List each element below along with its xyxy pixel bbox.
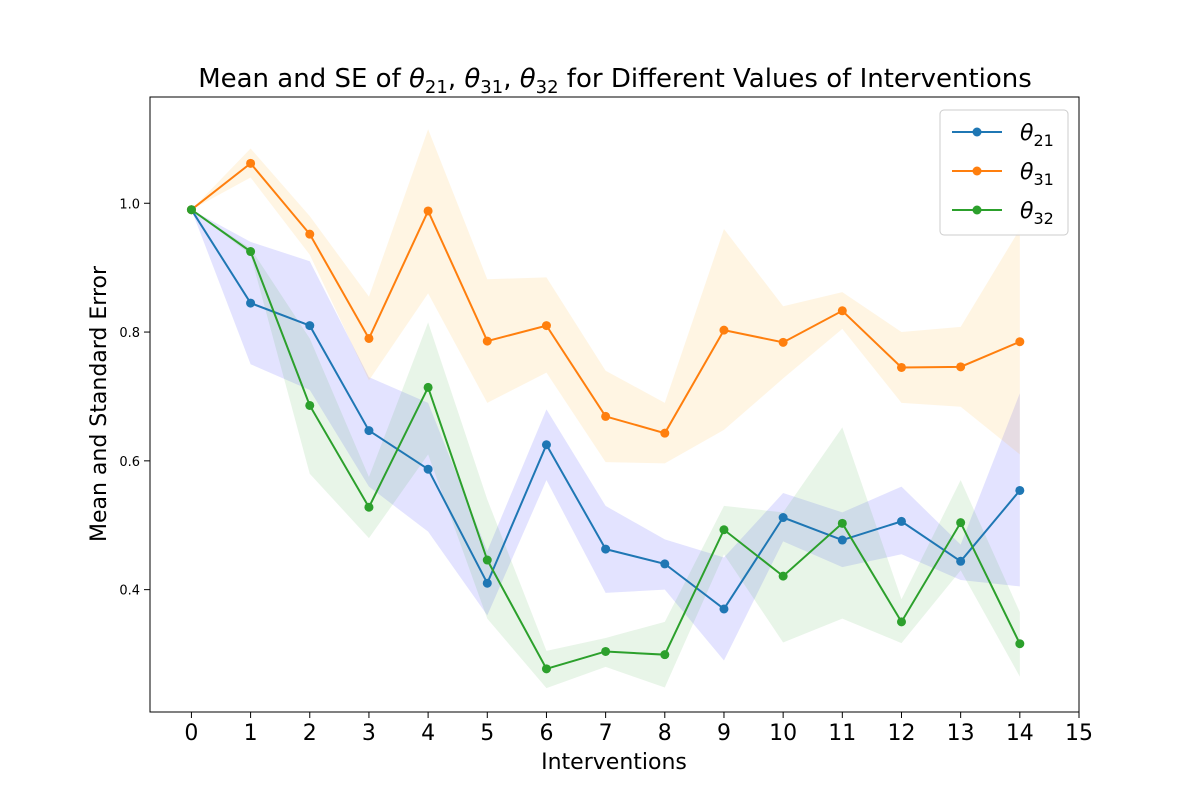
x-tick-label: 5 [480, 721, 494, 746]
x-axis-ticks: 0 1 2 3 4 5 6 7 8 9 10 11 12 13 14 15 [184, 712, 1093, 746]
title-text: , [503, 64, 520, 94]
legend-label-31: θ31 [1020, 160, 1054, 189]
plot-frame [149, 96, 1080, 713]
data-point-32 [482, 555, 492, 565]
data-point-32 [364, 502, 374, 512]
legend-marker-21 [972, 127, 982, 137]
y-tick-label: 0.4 [119, 584, 140, 599]
data-point-32 [896, 617, 906, 627]
data-point-31 [305, 229, 315, 239]
x-tick-label: 12 [887, 721, 915, 746]
data-point-32 [305, 400, 315, 410]
legend-label-21: θ21 [1020, 121, 1054, 150]
x-tick-label: 10 [769, 721, 797, 746]
data-point-31 [541, 321, 551, 331]
title-symbol: θ [464, 64, 480, 94]
data-points [186, 158, 1025, 674]
data-point-32 [541, 664, 551, 674]
title-text: Mean and SE of [198, 64, 409, 94]
data-point-32 [246, 247, 256, 257]
data-point-21 [660, 559, 670, 569]
data-point-32 [601, 646, 611, 656]
data-point-31 [601, 411, 611, 421]
data-point-32 [423, 382, 433, 392]
legend-subscript: 21 [1033, 131, 1053, 150]
x-tick-label: 6 [539, 721, 553, 746]
legend-symbol: θ [1020, 160, 1034, 185]
y-axis-ticks: 0.4 0.6 0.8 1.0 [119, 197, 150, 599]
data-point-31 [246, 158, 256, 168]
x-tick-label: 2 [303, 721, 317, 746]
data-point-21 [896, 516, 906, 526]
data-point-21 [719, 604, 729, 614]
title-symbol: θ [409, 64, 425, 94]
data-point-31 [482, 336, 492, 346]
x-tick-label: 15 [1065, 721, 1093, 746]
x-tick-label: 14 [1006, 721, 1034, 746]
x-tick-label: 8 [658, 721, 672, 746]
data-point-21 [837, 535, 847, 545]
title-symbol: θ [520, 64, 536, 94]
data-point-31 [1015, 337, 1025, 347]
data-point-31 [423, 206, 433, 216]
x-tick-label: 1 [244, 721, 258, 746]
data-point-31 [778, 337, 788, 347]
x-tick-label: 11 [828, 721, 856, 746]
data-point-21 [778, 513, 788, 523]
se-band-32 [191, 209, 1020, 689]
legend-box [939, 109, 1069, 236]
data-point-32 [660, 650, 670, 660]
data-point-31 [837, 306, 847, 316]
data-point-32 [778, 571, 788, 581]
title-text: for Different Values of Interventions [559, 64, 1032, 94]
y-axis-label: Mean and Standard Error [87, 265, 112, 542]
data-point-21 [482, 578, 492, 588]
data-point-21 [1015, 485, 1025, 495]
data-point-31 [896, 362, 906, 372]
x-tick-label: 0 [184, 721, 198, 746]
data-point-32 [956, 518, 966, 528]
data-point-31 [956, 362, 966, 372]
legend-symbol: θ [1020, 121, 1034, 146]
title-subscript: 21 [425, 77, 448, 98]
x-axis-label: Interventions [541, 750, 687, 775]
data-point-21 [601, 544, 611, 554]
x-tick-label: 7 [599, 721, 613, 746]
data-point-31 [719, 325, 729, 335]
x-tick-label: 4 [421, 721, 435, 746]
title-subscript: 32 [536, 77, 559, 98]
legend-label-32: θ32 [1020, 199, 1054, 228]
data-point-31 [364, 333, 374, 343]
legend-symbol: θ [1020, 199, 1034, 224]
title-subscript: 31 [480, 77, 503, 98]
error-bands [191, 129, 1020, 689]
se-band-21 [191, 209, 1020, 661]
data-point-32 [719, 525, 729, 535]
se-band-31 [191, 129, 1020, 464]
legend-subscript: 32 [1033, 209, 1053, 228]
legend-subscript: 31 [1033, 170, 1053, 189]
x-tick-label: 13 [947, 721, 975, 746]
data-point-21 [541, 440, 551, 450]
data-point-32 [186, 205, 196, 215]
data-point-32 [1015, 639, 1025, 649]
x-tick-label: 9 [717, 721, 731, 746]
x-tick-label: 3 [362, 721, 376, 746]
y-tick-label: 0.6 [119, 455, 140, 470]
legend-marker-31 [972, 166, 982, 176]
legend-marker-32 [972, 205, 982, 215]
data-point-21 [364, 426, 374, 436]
data-point-21 [956, 556, 966, 566]
y-tick-label: 1.0 [119, 197, 140, 212]
data-point-21 [246, 298, 256, 308]
data-point-21 [305, 321, 315, 331]
chart-title: Mean and SE of θ21, θ31, θ32 for Differe… [198, 64, 1032, 98]
data-point-21 [423, 464, 433, 474]
y-tick-label: 0.8 [119, 326, 140, 341]
title-text: , [448, 64, 465, 94]
data-point-32 [837, 518, 847, 528]
data-point-31 [660, 428, 670, 438]
